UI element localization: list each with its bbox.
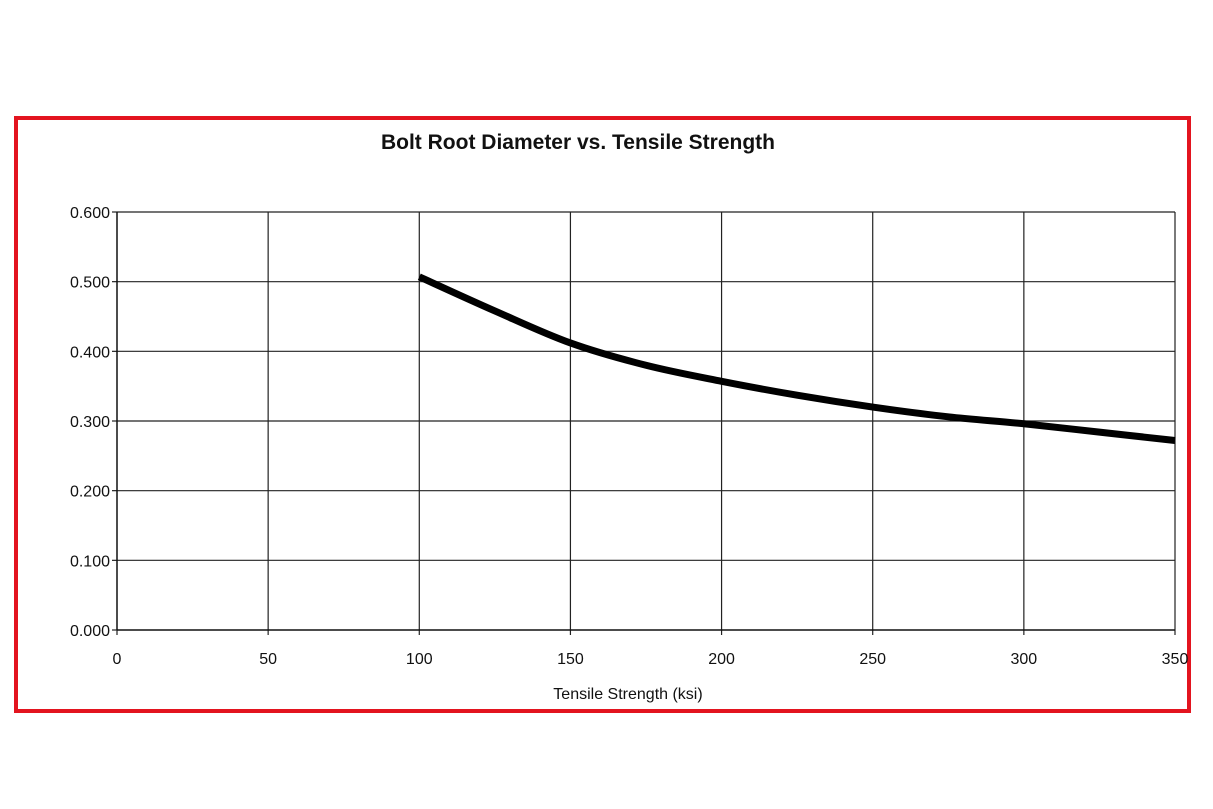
y-tick-label: 0.400 (70, 344, 110, 361)
y-tick-label: 0.500 (70, 275, 110, 292)
chart-frame (14, 116, 1191, 713)
y-tick-label: 0.100 (70, 553, 110, 570)
chart-title: Bolt Root Diameter vs. Tensile Strength (381, 131, 775, 154)
y-tick-label: 0.000 (70, 623, 110, 640)
series-layer (417, 273, 1176, 444)
x-tick-label: 150 (557, 651, 584, 668)
x-tick-label: 100 (406, 651, 433, 668)
x-tick-label: 0 (113, 651, 122, 668)
y-tick-label: 0.300 (70, 414, 110, 431)
x-tick-label: 50 (259, 651, 277, 668)
x-tick-label: 200 (708, 651, 735, 668)
x-axis-title: Tensile Strength (ksi) (553, 686, 702, 703)
x-tick-label: 250 (859, 651, 886, 668)
tick-labels: 0 50 100 150 200 250 300 350 0.000 0.100 0.200 0.30… (70, 205, 1188, 668)
axes (112, 211, 1176, 635)
series-line (417, 273, 1176, 444)
x-tick-label: 350 (1162, 651, 1189, 668)
y-tick-label: 0.200 (70, 484, 110, 501)
x-tick-label: 300 (1011, 651, 1038, 668)
y-tick-label: 0.600 (70, 205, 110, 222)
